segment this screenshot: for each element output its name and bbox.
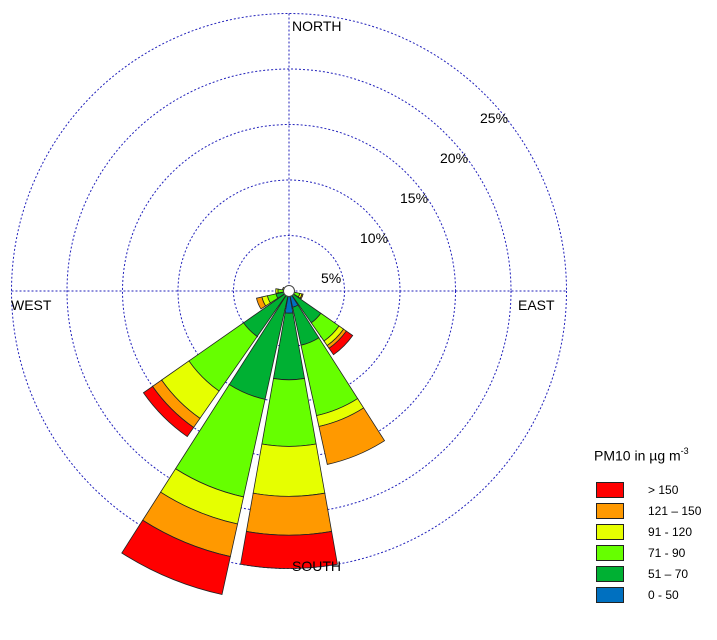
legend-label: > 150: [648, 483, 679, 497]
legend-item: > 150: [596, 482, 716, 503]
legend-swatch: [596, 587, 624, 603]
legend-title: PM10 in µg m-3: [594, 446, 689, 464]
petal-segment: [299, 293, 304, 300]
direction-label-north: NORTH: [292, 18, 342, 34]
legend-title-text: PM10 in µg m: [594, 447, 681, 464]
petal-segment: [261, 377, 317, 447]
legend-item: 121 – 150: [596, 503, 716, 524]
legend-label: 51 – 70: [648, 567, 689, 581]
direction-label-east: EAST: [518, 297, 555, 313]
grid-ring: [11, 13, 567, 569]
legend-label: 91 - 120: [648, 525, 693, 539]
direction-label-south: SOUTH: [292, 558, 341, 574]
ring-label-15: 15%: [400, 190, 428, 206]
legend-swatch: [596, 545, 624, 561]
legend-swatch: [596, 503, 624, 519]
chart-petals: [121, 286, 386, 595]
legend-item: 51 – 70: [596, 566, 716, 587]
legend-item: 0 - 50: [596, 587, 716, 608]
legend-item: 71 - 90: [596, 545, 716, 566]
petal-segment: [252, 443, 326, 497]
direction-label-west: WEST: [11, 297, 52, 313]
ring-label-20: 20%: [440, 150, 468, 166]
petal-segment: [121, 519, 231, 595]
legend-swatch: [596, 482, 624, 498]
petal-segment: [328, 330, 354, 356]
legend-label: 71 - 90: [648, 546, 686, 560]
ring-label-10: 10%: [360, 230, 388, 246]
legend-title-superscript: -3: [680, 446, 689, 456]
petal-segment: [318, 407, 386, 465]
legend-label: 0 - 50: [648, 588, 679, 602]
petal-segment: [240, 530, 338, 569]
petal-segment: [245, 492, 333, 536]
legend: > 150 121 – 150 91 - 120 71 - 90 51 – 70…: [596, 482, 716, 608]
ring-label-25: 25%: [480, 110, 508, 126]
calm-center-circle: [283, 285, 295, 297]
chart-labels: NORTH SOUTH EAST WEST 5% 10% 15% 20% 25%: [11, 18, 555, 574]
legend-swatch: [596, 566, 624, 582]
legend-swatch: [596, 524, 624, 540]
legend-item: 91 - 120: [596, 524, 716, 545]
petal-segment: [142, 385, 195, 438]
ring-label-5: 5%: [321, 270, 341, 286]
petal-segment: [256, 296, 267, 310]
legend-label: 121 – 150: [648, 504, 702, 518]
petal-segment: [275, 288, 279, 294]
